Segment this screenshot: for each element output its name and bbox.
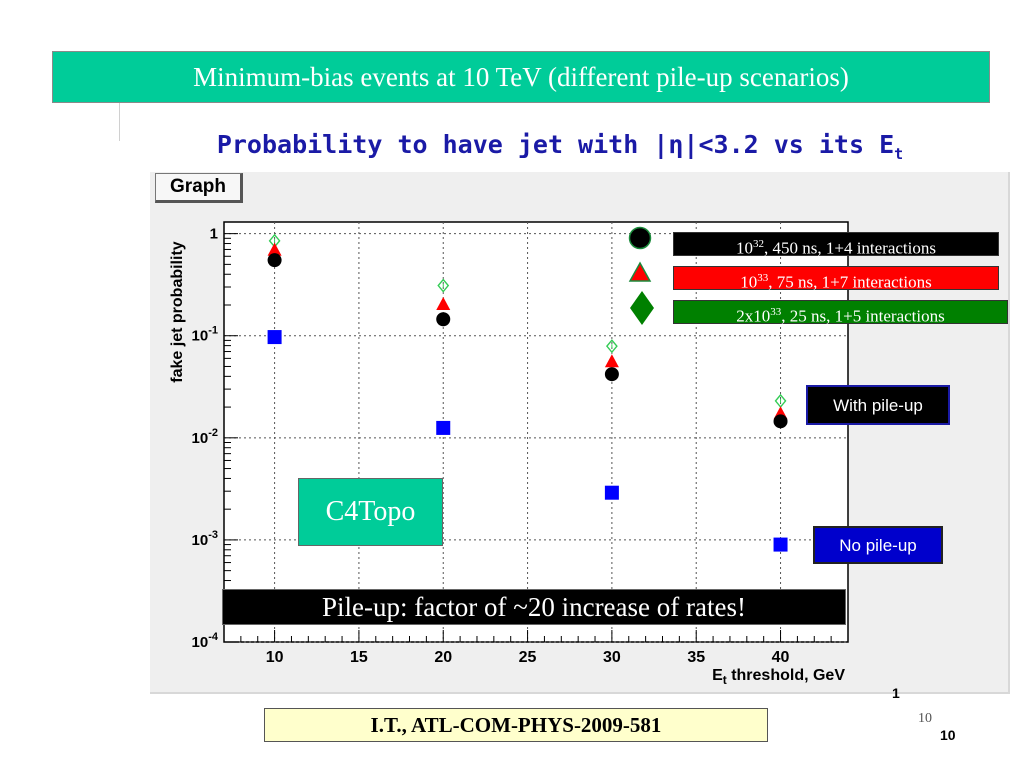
x-axis-label-sub: t: [723, 673, 727, 687]
legend-entry-2e33: 2x1033, 25 ns, 1+5 interactions: [673, 300, 1008, 326]
legend-1-post: , 450 ns, 1+4 interactions: [763, 238, 936, 258]
legend-marker-2e33: [630, 291, 654, 325]
legend-marker-1e33: [628, 261, 652, 282]
legend-markers: [628, 226, 654, 325]
x-tick-label: 10: [266, 649, 284, 666]
y-axis-label: fake jet probability: [169, 241, 186, 382]
y-tick-exponent: -1: [208, 325, 218, 337]
x-tick-label: 35: [687, 649, 705, 666]
x-axis-label: Et threshold, GeV: [712, 667, 845, 687]
legend-1-sup: 32: [752, 238, 764, 250]
x-axis-label-main: E: [712, 667, 723, 684]
plot-area: [223, 221, 849, 643]
slide-title: Minimum-bias events at 10 TeV (different…: [52, 51, 990, 103]
data-point-nopileup: [267, 330, 282, 345]
data-point-nopileup: [436, 420, 451, 435]
data-point-1e33: [604, 354, 619, 368]
legend-entry-1e32: 1032, 450 ns, 1+4 interactions: [673, 232, 999, 258]
legend-2-post: , 75 ns, 1+7 interactions: [768, 272, 932, 292]
legend-entry-1e33: 1033, 75 ns, 1+7 interactions: [673, 266, 999, 292]
reference-citation: I.T., ATL-COM-PHYS-2009-581: [264, 708, 768, 742]
subtitle-subscript: t: [894, 145, 904, 163]
x-tick-label: 25: [519, 649, 537, 666]
y-tick-exponent: -4: [208, 631, 219, 643]
data-point-1e32: [773, 414, 788, 429]
data-marks: [267, 233, 788, 552]
y-tick-base: 10: [192, 430, 209, 447]
x-tick-label: 40: [772, 649, 790, 666]
y-tick-exponent: -2: [208, 427, 218, 439]
data-point-nopileup: [604, 485, 619, 500]
legend-3-pre: 2x10: [736, 306, 771, 326]
page-number-serif: 10: [918, 711, 932, 726]
y-tick-label: 10-2: [192, 427, 218, 447]
y-tick-base: 10: [192, 634, 209, 651]
x-axis-label-rest: threshold, GeV: [727, 667, 846, 684]
legend-2-sup: 33: [757, 272, 769, 284]
data-point-nopileup: [773, 537, 788, 552]
y-tick-label: 10-1: [192, 325, 218, 345]
y-tick-exponent: -3: [208, 529, 218, 541]
y-tick-base: 10: [192, 328, 209, 345]
legend-3-sup: 33: [770, 306, 782, 318]
x-tick-label: 30: [603, 649, 621, 666]
x-tick-label: 20: [434, 649, 452, 666]
data-point-2e33: [605, 339, 618, 354]
legend-2-pre: 10: [740, 272, 758, 292]
page-number: 10: [940, 727, 956, 743]
decorative-divider: [119, 103, 120, 141]
no-pileup-label: No pile-up: [813, 526, 943, 564]
y-tick-label: 10-4: [192, 631, 219, 651]
y-tick-label: 1: [210, 226, 218, 243]
data-point-2e33: [437, 278, 450, 293]
data-point-1e32: [604, 367, 619, 382]
y-tick-base: 10: [192, 532, 209, 549]
conclusion-banner: Pile-up: factor of ~20 increase of rates…: [222, 589, 846, 625]
data-point-1e32: [267, 253, 282, 268]
y-tick-base: 1: [210, 226, 218, 243]
with-pileup-label: With pile-up: [806, 385, 950, 425]
data-point-1e32: [436, 312, 451, 327]
algorithm-label: C4Topo: [298, 478, 443, 546]
chart-subtitle: Probability to have jet with |η|<3.2 vs …: [150, 130, 970, 163]
x-tick-label: 15: [350, 649, 368, 666]
legend-marker-1e32-ring: [628, 226, 652, 250]
data-point-1e33: [267, 242, 282, 256]
legend-3-post: , 25 ns, 1+5 interactions: [781, 306, 945, 326]
page-number-small: 1: [892, 685, 900, 701]
graph-title-tab: Graph: [155, 173, 243, 203]
subtitle-main: Probability to have jet with |η|<3.2 vs …: [216, 130, 895, 159]
data-point-1e33: [436, 296, 451, 310]
y-tick-label: 10-3: [192, 529, 218, 549]
legend-1-pre: 10: [735, 238, 753, 258]
